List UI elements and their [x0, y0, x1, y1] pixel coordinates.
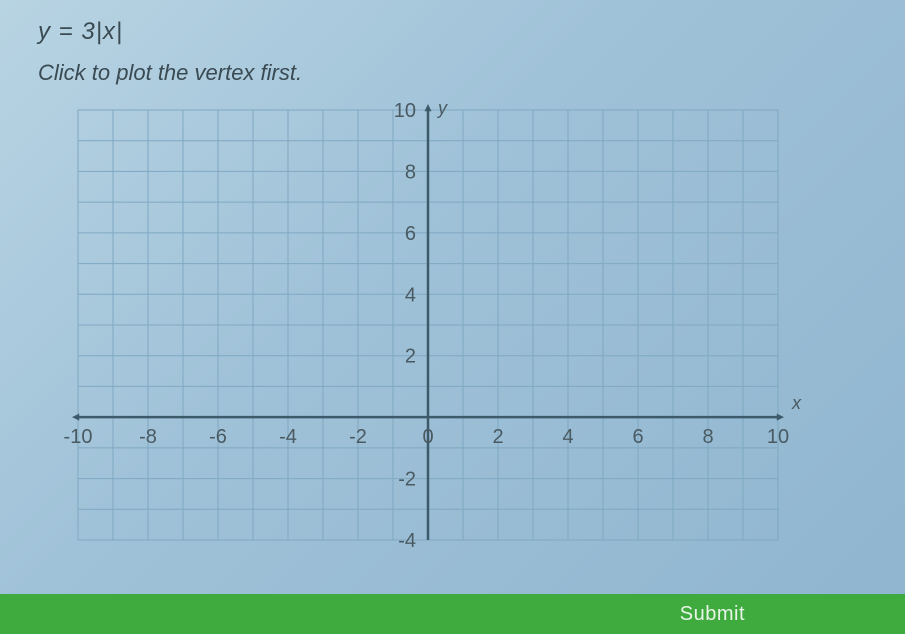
svg-text:10: 10: [394, 100, 416, 122]
coordinate-grid[interactable]: -10-8-6-4-20246810-4-2246810xy: [48, 100, 808, 570]
svg-text:-6: -6: [209, 426, 227, 448]
svg-text:-8: -8: [139, 426, 157, 448]
svg-text:-4: -4: [398, 530, 416, 552]
submit-button[interactable]: Submit: [0, 594, 905, 634]
svg-text:4: 4: [562, 426, 573, 448]
svg-text:-4: -4: [279, 426, 297, 448]
svg-text:-2: -2: [398, 469, 416, 491]
instruction-text: Click to plot the vertex first.: [38, 60, 905, 86]
svg-text:0: 0: [422, 426, 433, 448]
svg-text:x: x: [791, 393, 802, 413]
submit-label: Submit: [680, 603, 745, 626]
svg-text:-10: -10: [64, 426, 93, 448]
svg-text:-2: -2: [349, 426, 367, 448]
svg-text:8: 8: [405, 161, 416, 183]
svg-text:6: 6: [405, 223, 416, 245]
svg-text:8: 8: [702, 426, 713, 448]
svg-text:4: 4: [405, 284, 416, 306]
svg-text:y: y: [436, 100, 448, 118]
svg-text:6: 6: [632, 426, 643, 448]
svg-text:2: 2: [492, 426, 503, 448]
svg-text:10: 10: [767, 426, 789, 448]
equation-text: y = 3|x|: [38, 18, 905, 46]
svg-text:2: 2: [405, 346, 416, 368]
plot-area[interactable]: -10-8-6-4-20246810-4-2246810xy: [48, 100, 808, 570]
page-root: y = 3|x| Click to plot the vertex first.…: [0, 0, 905, 634]
